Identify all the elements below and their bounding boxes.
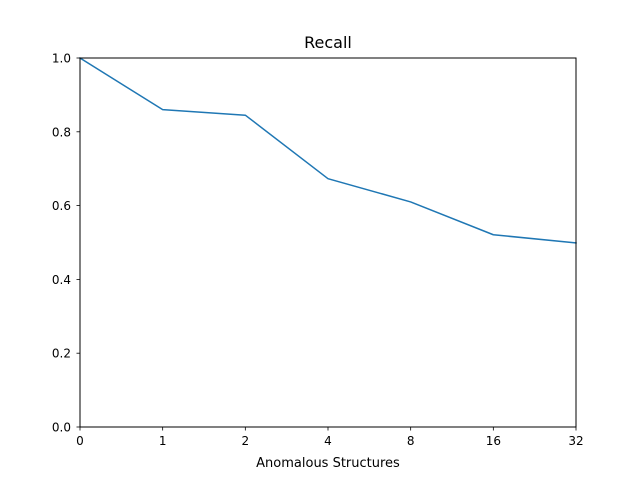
chart-title: Recall (304, 33, 352, 52)
y-tick-label: 0.8 (52, 125, 71, 139)
y-tick-label: 0.6 (52, 199, 71, 213)
y-tick-label: 0.4 (52, 273, 71, 287)
series-layer (78, 56, 577, 244)
y-tick-label: 0.2 (52, 347, 71, 361)
x-tick-label: 1 (159, 434, 167, 448)
y-tick-label: 1.0 (52, 52, 71, 66)
x-tick-label: 8 (407, 434, 415, 448)
y-tick-label: 0.0 (52, 421, 71, 435)
x-tick-label: 2 (242, 434, 250, 448)
x-tick-label: 0 (76, 434, 84, 448)
x-tick-label: 32 (568, 434, 583, 448)
axes-layer: 0 1 2 4 8 16 32 0.0 0.2 0.4 0.6 0.8 1.0 (52, 52, 584, 449)
x-tick-label: 16 (486, 434, 501, 448)
x-axis-label: Anomalous Structures (256, 456, 400, 471)
series-line-0 (78, 56, 577, 244)
x-tick-label: 4 (324, 434, 332, 448)
